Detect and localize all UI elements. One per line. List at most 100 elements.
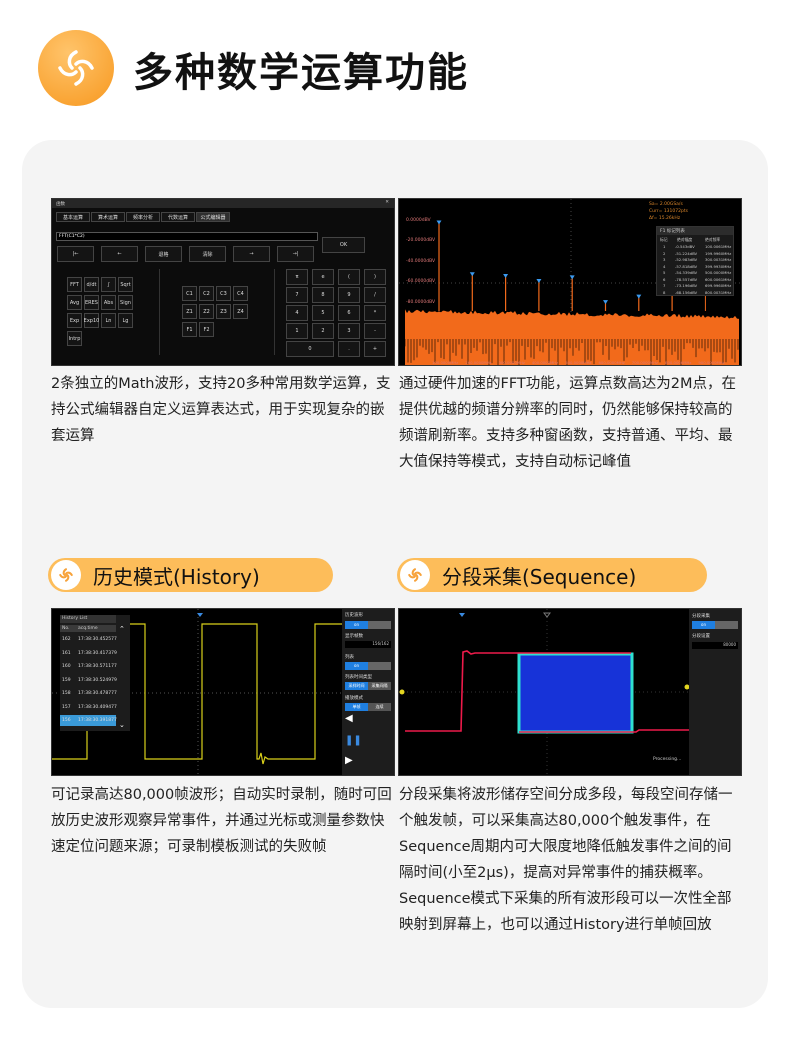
ok-button[interactable]: OK: [322, 237, 365, 253]
keypad-button[interactable]: *: [364, 305, 386, 321]
history-row[interactable]: 161 17:38:30.417379: [60, 648, 116, 659]
function-button[interactable]: Intrp: [67, 331, 82, 346]
play-back-icon[interactable]: ◀: [345, 713, 353, 724]
time-opt-interval[interactable]: 采集间隔: [368, 682, 391, 690]
history-row[interactable]: 162 17:38:30.452577: [60, 634, 116, 645]
frames-input[interactable]: 156/162: [345, 641, 391, 648]
dialog-title: 函数: [56, 201, 65, 207]
keypad-button[interactable]: 9: [338, 287, 360, 303]
function-button[interactable]: Avg: [67, 295, 82, 310]
history-row[interactable]: 159 17:38:30.524979: [60, 675, 116, 686]
scroll-up-icon[interactable]: ⌃: [119, 625, 125, 633]
row-time: 17:38:30.571177: [78, 664, 117, 669]
keypad-button[interactable]: 1: [286, 323, 308, 339]
segment-count-input[interactable]: 80000: [692, 642, 738, 649]
keypad-button[interactable]: e: [312, 269, 334, 285]
source-button[interactable]: F2: [199, 322, 214, 337]
function-button[interactable]: d/dt: [84, 277, 99, 292]
play-opt-continuous[interactable]: 连续: [368, 703, 391, 711]
nav-button[interactable]: 退格: [145, 246, 182, 262]
function-button[interactable]: Lg: [118, 313, 133, 328]
keypad-button[interactable]: 2: [312, 323, 334, 339]
tab-4[interactable]: 公式编辑器: [196, 212, 230, 222]
history-row[interactable]: 157 17:38:30.409477: [60, 702, 116, 713]
row-no: 157: [62, 705, 71, 710]
keypad-button[interactable]: 8: [312, 287, 334, 303]
source-button[interactable]: C4: [233, 286, 248, 301]
keypad-button[interactable]: 4: [286, 305, 308, 321]
keypad-button[interactable]: -: [364, 323, 386, 339]
formula-input[interactable]: FFT(C1*C2): [59, 234, 85, 239]
history-row[interactable]: 160 17:38:30.571177: [60, 661, 116, 672]
history-row[interactable]: 158 17:38:30.478777: [60, 688, 116, 699]
source-button[interactable]: C3: [216, 286, 231, 301]
row-time: 17:38:30.524979: [78, 678, 117, 683]
function-button[interactable]: FFT: [67, 277, 82, 292]
keypad-button[interactable]: (: [338, 269, 360, 285]
scroll-down-icon[interactable]: ⌄: [119, 721, 125, 729]
keypad-button[interactable]: ): [364, 269, 386, 285]
sequence-pill-label: 分段采集(Sequence): [442, 561, 636, 590]
function-button[interactable]: ∫: [101, 277, 116, 292]
table-header: 绝对频率: [705, 237, 720, 243]
tab-2[interactable]: 频率分析: [126, 212, 160, 222]
history-label: 历史波形: [345, 612, 363, 618]
keypad-button[interactable]: 7: [286, 287, 308, 303]
source-button[interactable]: Z4: [233, 304, 248, 319]
play-forward-icon[interactable]: ▶: [345, 755, 353, 766]
nav-button[interactable]: ←: [101, 246, 138, 262]
keypad-button[interactable]: π: [286, 269, 308, 285]
time-opt-sample[interactable]: 采样时间: [345, 682, 368, 690]
table-cell: 6: [663, 277, 665, 282]
table-cell: -57.818dBV: [675, 264, 697, 269]
function-button[interactable]: Exp10: [84, 313, 99, 328]
tab-0[interactable]: 基本运算: [56, 212, 90, 222]
nav-button[interactable]: →: [233, 246, 270, 262]
keypad-button[interactable]: +: [364, 341, 386, 357]
history-section-title: 历史模式(History): [48, 558, 333, 592]
history-list: History List No. acq.time ⌃ ⌄ 162 17:38:30…: [60, 615, 130, 731]
history-toggle[interactable]: on: [345, 621, 391, 629]
function-button[interactable]: Sqrt: [118, 277, 133, 292]
keypad-button[interactable]: /: [364, 287, 386, 303]
source-button[interactable]: Z3: [216, 304, 231, 319]
function-button[interactable]: Abs: [101, 295, 116, 310]
source-button[interactable]: C1: [182, 286, 197, 301]
math-dialog-screenshot: 函数 ✕ FFT(C1*C2) 基本运算 算术运算 频率分析 代数运算 公式编辑器 |← ← 退…: [51, 198, 395, 366]
page-title: 多种数学运算功能: [133, 40, 469, 98]
function-button[interactable]: ERES: [84, 295, 99, 310]
x-tick-label: 500.0000MHz: [565, 360, 591, 365]
keypad-button[interactable]: .: [338, 341, 360, 357]
row-time: 17:38:30.452577: [78, 637, 117, 642]
nav-button[interactable]: 清除: [189, 246, 226, 262]
keypad-button[interactable]: 0: [286, 341, 334, 357]
close-icon[interactable]: ✕: [385, 200, 389, 205]
swirl-icon: [51, 560, 81, 590]
keypad-button[interactable]: 3: [338, 323, 360, 339]
divider: [274, 269, 275, 355]
play-opt-single[interactable]: 单帧: [345, 703, 368, 711]
nav-button[interactable]: |←: [57, 246, 94, 262]
source-button[interactable]: Z1: [182, 304, 197, 319]
function-button[interactable]: Sign: [118, 295, 133, 310]
function-button[interactable]: Ln: [101, 313, 116, 328]
pause-icon[interactable]: ❚❚: [345, 735, 362, 746]
source-button[interactable]: Z2: [199, 304, 214, 319]
function-button[interactable]: Exp: [67, 313, 82, 328]
row-no: 160: [62, 664, 71, 669]
keypad-button[interactable]: 6: [338, 305, 360, 321]
table-cell: 800.0031MHz: [705, 290, 731, 295]
list-toggle[interactable]: on: [345, 662, 391, 670]
tab-3[interactable]: 代数运算: [161, 212, 195, 222]
history-row[interactable]: 156 17:38:30.391877: [60, 715, 116, 726]
sequence-toggle[interactable]: on: [692, 621, 738, 629]
fft-screenshot: F1 标记列表 标记 绝对幅度 绝对频率 1 -0.543dBV 100.0061MHz 2…: [398, 198, 742, 366]
source-button[interactable]: F1: [182, 322, 197, 337]
keypad-button[interactable]: 5: [312, 305, 334, 321]
nav-button[interactable]: →|: [277, 246, 314, 262]
source-button[interactable]: C2: [199, 286, 214, 301]
processing-status: Processing...: [653, 757, 681, 762]
tab-1[interactable]: 算术运算: [91, 212, 125, 222]
list-label: 列表: [345, 654, 354, 660]
y-tick-label: -80.0000dBV: [406, 300, 435, 305]
